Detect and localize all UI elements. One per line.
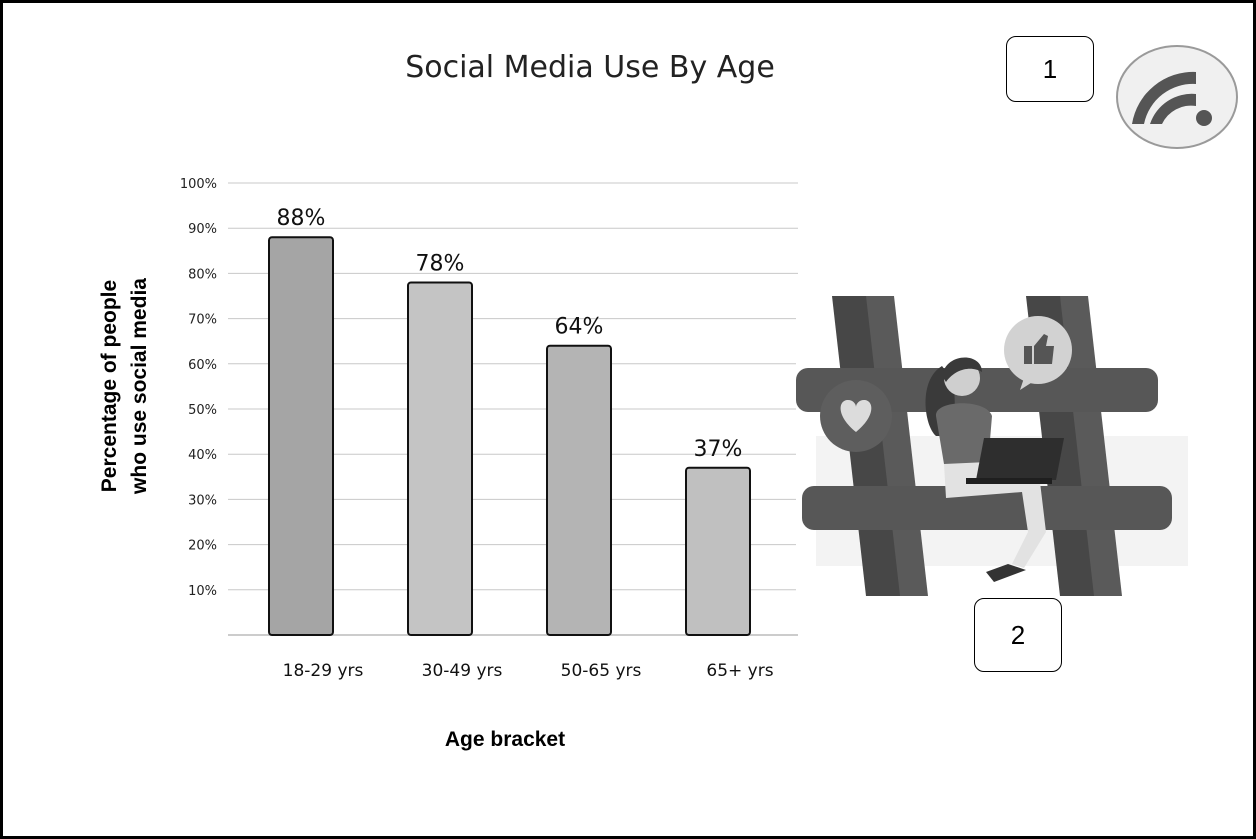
hashtag-woman-laptop-illustration: [796, 286, 1188, 608]
callout-2: 2: [974, 598, 1062, 672]
x-tick-label: 18-29 yrs: [283, 661, 364, 681]
bar: [546, 344, 612, 636]
y-axis-label-line-2: who use social media: [128, 278, 151, 494]
y-tick-label: 80%: [188, 267, 217, 282]
bar-chart: 10% 20% 30% 40% 50% 60% 70% 80% 90% 100% 88% 18-29 …: [180, 177, 798, 681]
y-axis-label-line-1: Percentage of people: [98, 279, 121, 493]
y-tick-label: 40%: [188, 448, 217, 463]
y-tick-label: 100%: [180, 177, 217, 192]
data-label: 37%: [694, 437, 743, 462]
bar: [685, 466, 751, 637]
data-label: 64%: [555, 315, 604, 340]
y-tick-label: 20%: [188, 539, 217, 554]
callout-1: 1: [1006, 36, 1094, 102]
y-tick-label: 60%: [188, 358, 217, 373]
bar: [407, 281, 473, 636]
data-label: 88%: [277, 206, 326, 231]
y-tick-label: 30%: [188, 493, 217, 508]
data-label: 78%: [416, 251, 465, 276]
x-tick-label: 65+ yrs: [706, 661, 773, 681]
x-tick-label: 50-65 yrs: [561, 661, 642, 681]
x-axis-label: Age bracket: [444, 728, 566, 751]
y-tick-label: 90%: [188, 222, 217, 237]
page-title: Social Media Use By Age: [405, 50, 775, 85]
wifi-icon[interactable]: [1114, 42, 1240, 152]
y-tick-label: 10%: [188, 584, 217, 599]
y-tick-label: 50%: [188, 403, 217, 418]
x-tick-label: 30-49 yrs: [422, 661, 503, 681]
bar: [268, 236, 334, 637]
y-axis-label: Percentage of people who use social medi…: [80, 216, 170, 556]
y-tick-label: 70%: [188, 313, 217, 328]
